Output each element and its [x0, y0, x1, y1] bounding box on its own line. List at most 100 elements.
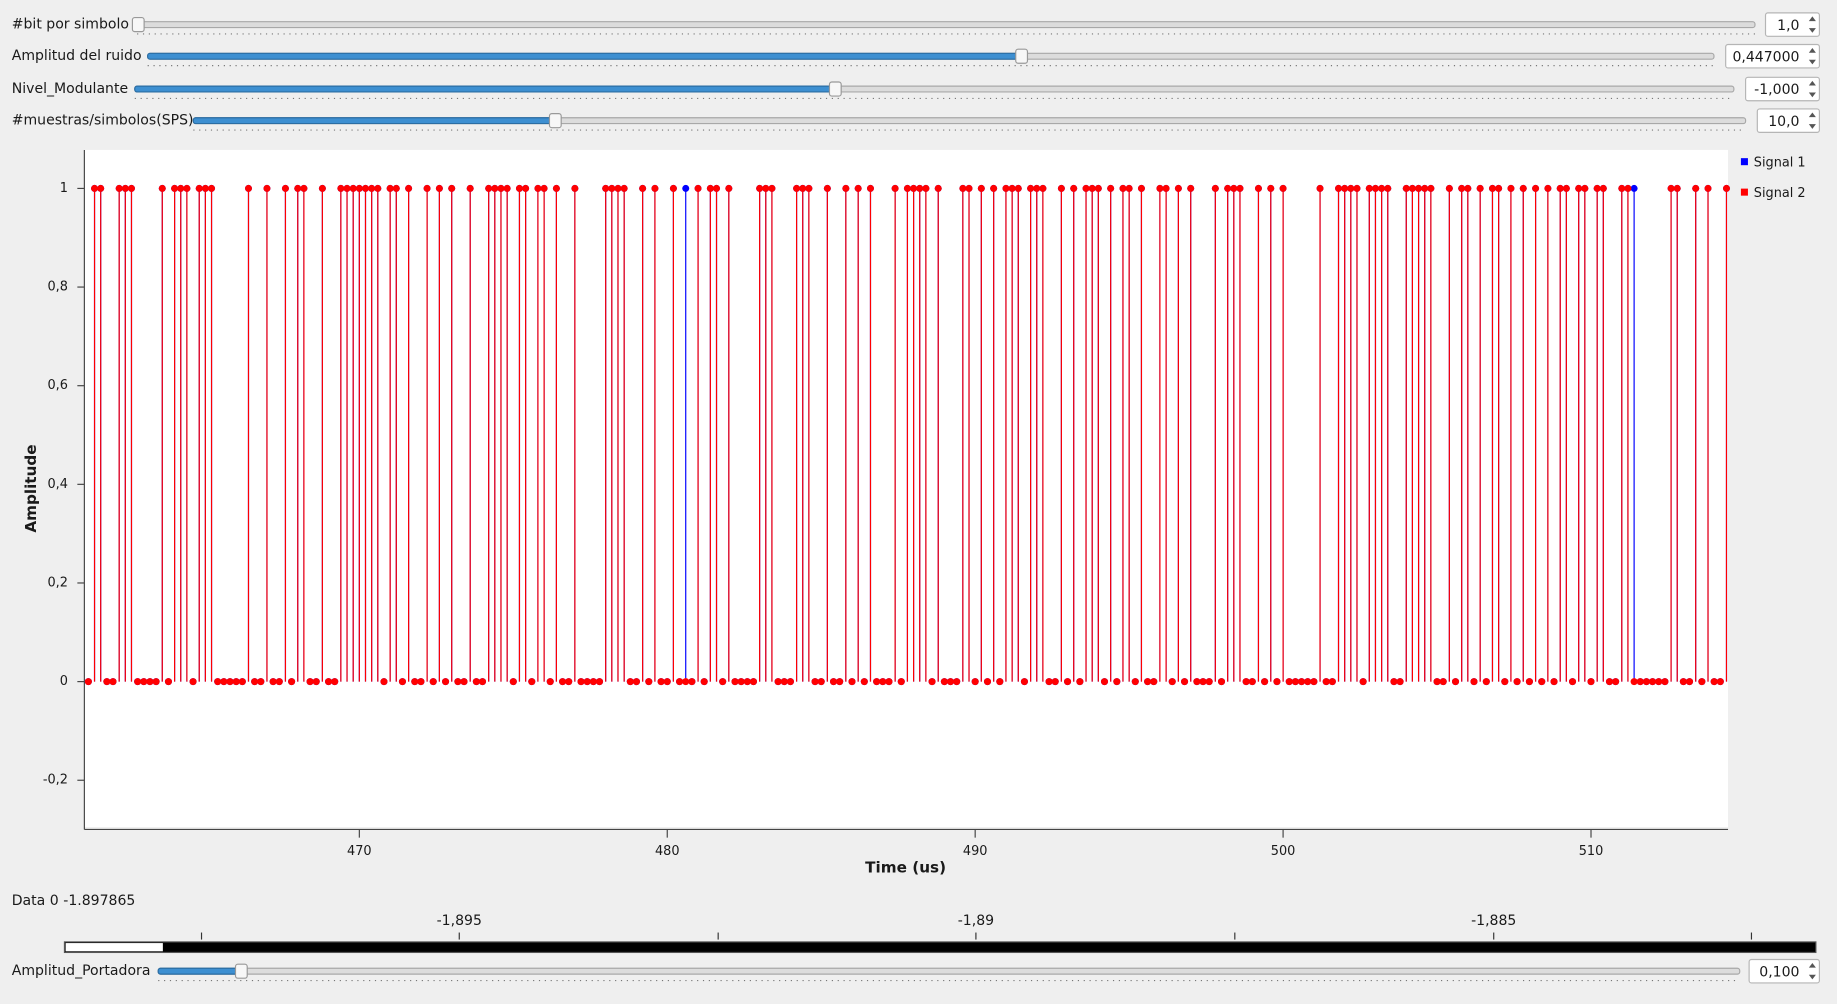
stem — [651, 184, 659, 682]
stem — [1390, 678, 1398, 686]
stem — [528, 678, 536, 686]
stem — [417, 678, 425, 686]
stem — [1174, 184, 1182, 682]
stem — [1137, 184, 1145, 682]
x-tick-label: 480 — [655, 844, 680, 859]
range-bar[interactable] — [63, 941, 1817, 954]
stem — [380, 678, 388, 686]
stem — [965, 184, 973, 682]
stem — [713, 184, 721, 682]
spin-down[interactable] — [1808, 974, 1816, 980]
spin-up[interactable] — [1808, 80, 1816, 86]
stem — [1575, 184, 1583, 682]
stem — [1088, 184, 1096, 682]
stem — [1291, 678, 1299, 686]
spin-down[interactable] — [1808, 92, 1816, 98]
slider-track[interactable] — [136, 21, 1756, 29]
stem — [281, 184, 289, 682]
stem — [1205, 678, 1213, 686]
stem — [848, 678, 856, 686]
slider-handle[interactable] — [828, 81, 842, 97]
stem — [392, 184, 400, 682]
stem — [306, 678, 314, 686]
range-tick-label: -1,895 — [437, 913, 482, 929]
slider-handle[interactable] — [1015, 48, 1029, 64]
data-name: Data 0 — [12, 893, 59, 909]
stem — [719, 678, 727, 686]
slider-track[interactable] — [157, 967, 1741, 975]
stem — [1402, 184, 1410, 682]
stem — [737, 678, 745, 686]
data-value: -1.897865 — [63, 893, 135, 909]
stem — [1298, 678, 1306, 686]
range-bar-window[interactable] — [65, 943, 163, 952]
spin-down[interactable] — [1808, 124, 1816, 129]
slider-handle[interactable] — [131, 16, 145, 33]
stem — [596, 678, 604, 686]
stem — [749, 678, 757, 686]
spin-up[interactable] — [1808, 16, 1816, 22]
stem — [1495, 184, 1503, 682]
stem — [614, 184, 622, 682]
spin-down[interactable] — [1808, 59, 1816, 65]
slider-handle[interactable] — [548, 113, 562, 129]
stem — [823, 184, 831, 682]
spinbox[interactable] — [1725, 43, 1820, 69]
stem — [1371, 184, 1379, 682]
stem — [1082, 184, 1090, 682]
stem — [1008, 184, 1016, 682]
stem — [1716, 678, 1724, 686]
slider-handle[interactable] — [234, 963, 248, 979]
spinbox[interactable] — [1764, 12, 1820, 37]
stem — [990, 184, 998, 682]
spin-up[interactable] — [1808, 48, 1816, 53]
x-tick-label: 510 — [1579, 844, 1604, 859]
stem — [1193, 678, 1201, 686]
stem — [546, 678, 554, 686]
slider-fill — [134, 85, 836, 93]
stem — [522, 184, 530, 682]
plot-area — [84, 149, 1729, 828]
spin-up[interactable] — [1808, 962, 1816, 968]
stem — [331, 678, 339, 686]
stem — [1248, 678, 1256, 686]
stem — [873, 678, 881, 686]
stem — [1538, 678, 1546, 686]
stem — [1679, 678, 1687, 686]
spinbox[interactable] — [1745, 76, 1820, 102]
stem — [1569, 678, 1577, 686]
stem — [442, 678, 450, 686]
stem — [1304, 678, 1312, 686]
stem — [669, 184, 677, 682]
stem — [1636, 678, 1644, 686]
stem — [1396, 678, 1404, 686]
range-tick-label: -1,885 — [1471, 913, 1516, 929]
stem — [971, 678, 979, 686]
spinbox[interactable] — [1748, 958, 1820, 984]
stem — [1605, 678, 1613, 686]
stem — [343, 184, 351, 682]
stem — [725, 184, 733, 682]
stem — [423, 184, 431, 682]
stem — [1581, 184, 1589, 682]
stem — [1156, 184, 1164, 682]
stem — [158, 184, 166, 682]
stem — [1722, 184, 1731, 682]
stem — [1433, 678, 1441, 686]
stem — [1445, 184, 1453, 682]
spin-up[interactable] — [1808, 112, 1816, 118]
stem — [1020, 678, 1028, 686]
stem — [743, 678, 751, 686]
stem — [509, 678, 517, 686]
stem — [731, 678, 739, 686]
stem — [983, 678, 992, 686]
spinbox[interactable] — [1756, 108, 1820, 133]
stem — [830, 678, 838, 686]
spin-down[interactable] — [1808, 28, 1816, 33]
stem — [1113, 678, 1121, 686]
stem — [1334, 184, 1343, 682]
stem — [1439, 678, 1447, 686]
stem — [805, 184, 813, 682]
stem — [1550, 678, 1558, 686]
